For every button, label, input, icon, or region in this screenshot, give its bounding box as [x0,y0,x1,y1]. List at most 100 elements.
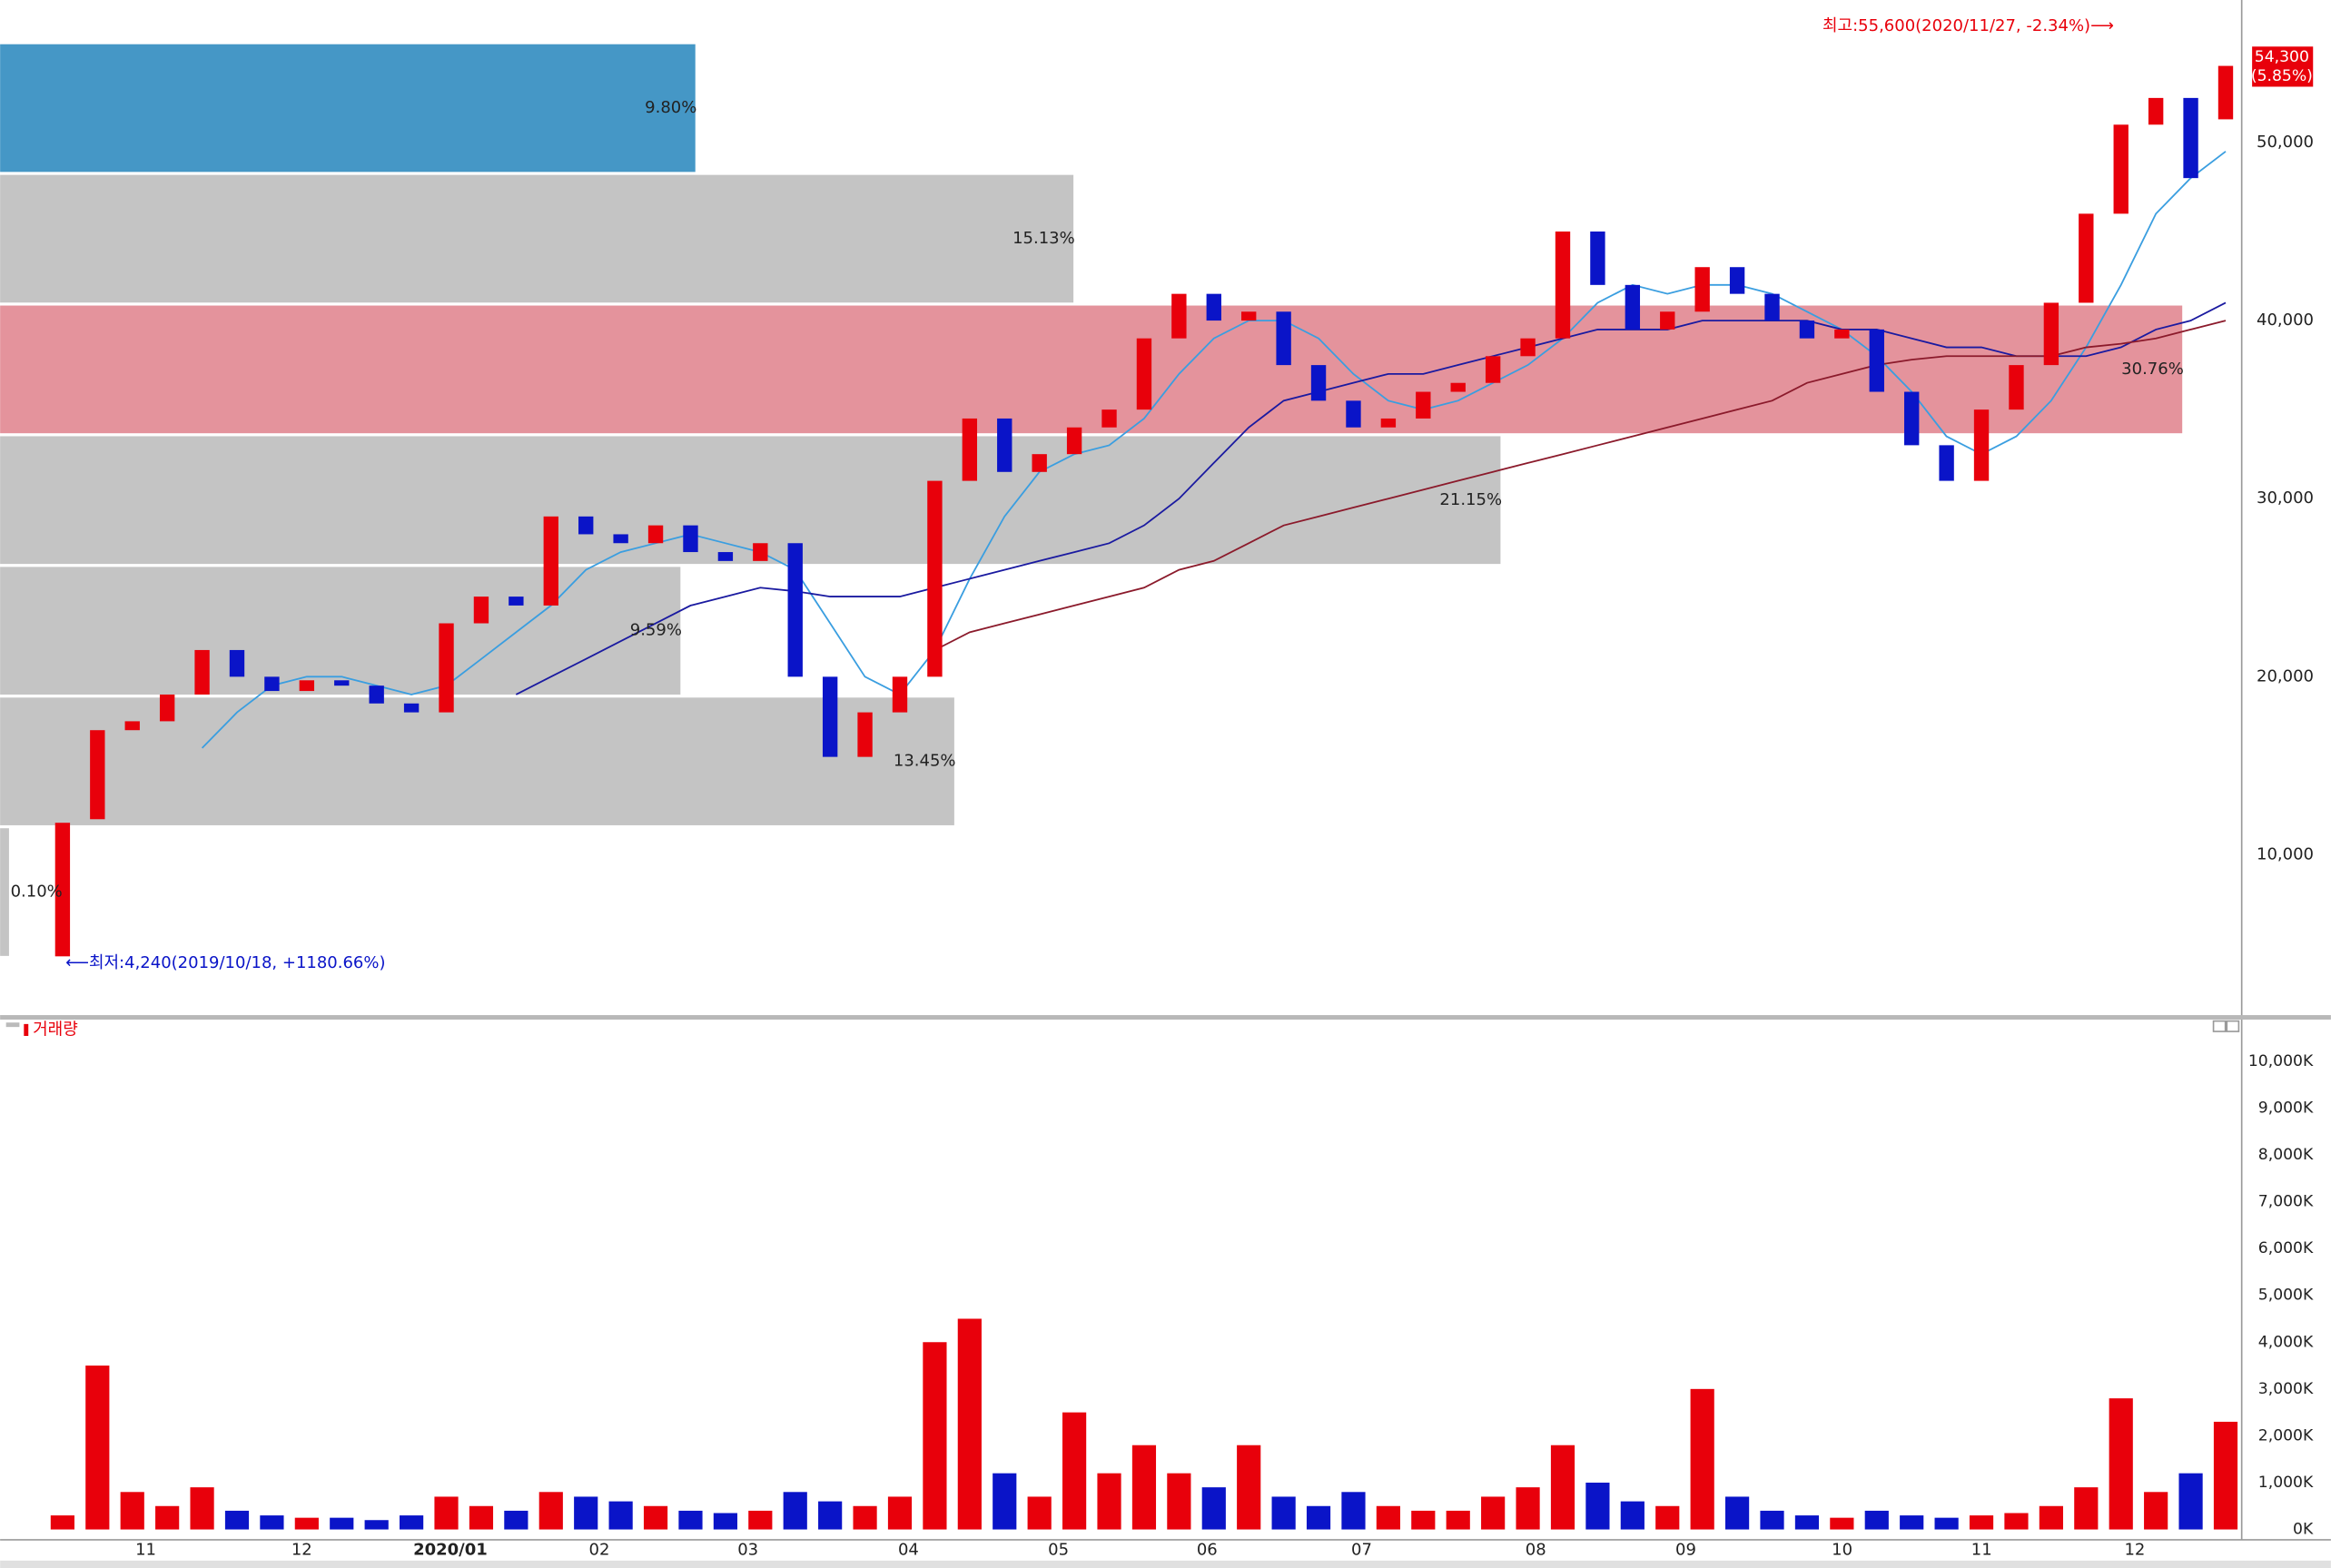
profile-label: 30.76% [2121,360,2184,379]
candle-body [2043,302,2059,366]
volume-bar [1794,1515,1820,1530]
candle-body [1310,365,1327,401]
volume-bar [1934,1517,1959,1530]
candle-body [1660,311,1675,330]
candle-body [2113,124,2129,214]
profile-label: 0.10% [11,883,63,902]
profile-bar [0,828,9,956]
volume-bar [2109,1398,2133,1530]
y-tick-label: 3,000K [2258,1380,2314,1398]
candle-body [892,676,908,713]
panel-button[interactable] [2212,1020,2227,1032]
volume-bar [1969,1515,1994,1530]
volume-bar [1864,1510,1889,1530]
y-tick-label: 9,000K [2258,1099,2314,1117]
volume-bar [748,1510,773,1530]
volume-bar [1516,1487,1540,1530]
panel-button[interactable] [2226,1020,2240,1032]
volume-bar [1725,1496,1750,1530]
candle-body [787,543,803,677]
x-tick-label: 05 [1048,1540,1069,1559]
x-tick-label: 08 [1526,1540,1546,1559]
y-tick-label: 5,000K [2258,1287,2314,1305]
volume-bar [1446,1510,1470,1530]
candle-body [543,516,558,606]
last-price-box [2252,46,2314,87]
candle-body [1590,231,1605,285]
candle-body [1136,338,1152,410]
candle-body [1380,418,1397,428]
volume-bar [678,1510,703,1530]
volume-bar [957,1318,982,1530]
candle-body [2217,65,2234,120]
x-tick-label: 03 [737,1540,758,1559]
volume-bar [1341,1492,1366,1530]
volume-bar [1550,1445,1575,1530]
candle-body [1694,267,1710,312]
candle-body [2183,97,2198,179]
candle-body [1973,409,1990,481]
scrollbar[interactable] [0,1560,2331,1568]
candle-body [473,597,489,624]
volume-bar [1655,1505,1680,1530]
volume-bar [85,1366,110,1530]
volume-bar [713,1513,737,1530]
candle-body [1101,409,1117,428]
candle-body [1450,382,1466,392]
volume-bar [608,1501,633,1530]
profile-label: 13.45% [894,752,956,771]
volume-bar [853,1505,877,1530]
candle-body [1241,311,1257,321]
candle-body [334,680,350,686]
x-tick-label: 2020/01 [413,1540,488,1559]
y-tick-label: 8,000K [2258,1146,2314,1164]
y-tick-label: 2,000K [2258,1426,2314,1445]
volume-bar [294,1517,319,1530]
volume-bar [1271,1496,1296,1530]
y-tick-label: 10,000 [2257,845,2314,864]
candle-body [1032,454,1047,472]
volume-title: 거래량 [33,1020,78,1039]
volume-bar [155,1505,180,1530]
text-layer: 10,000 20,000 30,000 40,000 50,000 0K 1,000K 2,… [11,16,2314,1559]
volume-bar [574,1496,598,1530]
candle-body [1555,231,1571,339]
candle-body [647,525,664,544]
profile-label: 21.15% [1439,490,1502,509]
marks-layer [50,65,2238,1530]
candle-body [753,543,768,561]
panel-separator [0,1015,2331,1020]
candle-body [90,730,105,820]
volume-bar [818,1501,843,1530]
volume-bar [504,1510,528,1530]
volume-bar [2213,1421,2238,1530]
x-tick-label: 11 [1971,1540,1992,1559]
volume-bar [50,1515,74,1530]
moving-average-line [934,320,2227,651]
candle-body [1939,445,1954,481]
candle-body [1729,267,1745,294]
y-tick-label: 1,000K [2258,1474,2314,1492]
high-annotation: 최고:55,600(2020/11/27, -2.34%)⟶ [1822,16,2114,35]
candle-body [1416,391,1431,419]
y-tick-label: 4,000K [2258,1333,2314,1351]
x-tick-label: 12 [291,1540,312,1559]
volume-bar [330,1517,354,1530]
volume-bar [887,1496,913,1530]
y-tick-label: 30,000 [2257,488,2314,508]
candle-body [613,534,628,544]
candle-body [822,676,838,757]
candle-body [439,623,454,713]
profile-bar [0,436,1501,565]
panel-handle [5,1022,20,1028]
volume-legend-marker [24,1023,29,1036]
candle-body [1346,400,1361,428]
volume-bar [1760,1510,1784,1530]
volume-bar [1306,1505,1331,1530]
volume-bar [2144,1492,2168,1530]
volume-bar [224,1510,250,1530]
candle-body [1625,284,1641,330]
candle-body [1206,293,1221,321]
volume-bar [260,1515,284,1530]
